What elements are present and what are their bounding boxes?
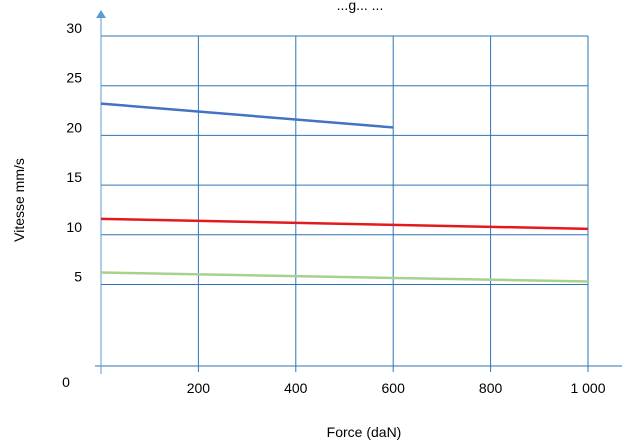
x-tick-label-200: 200 [187, 380, 211, 396]
y-axis-title: Vitesse mm/s [11, 158, 27, 242]
chart-title: ...g... ... [337, 0, 384, 13]
y-tick-label-15: 15 [66, 169, 82, 185]
series-line-2 [100, 217, 589, 231]
x-tick-label-600: 600 [382, 380, 406, 396]
y-axis-arrowhead [96, 10, 106, 18]
y-tick-label-25: 25 [66, 70, 82, 86]
y-tick-label-5: 5 [74, 268, 82, 284]
series-line-1 [100, 102, 394, 129]
y-tick-label-10: 10 [66, 219, 82, 235]
y-tick-label-20: 20 [66, 119, 82, 135]
series-line-3 [100, 271, 589, 283]
series-lines [100, 102, 589, 283]
x-axis-title: Force (daN) [327, 424, 402, 440]
grid-lines [95, 18, 622, 374]
x-tick-labels: 200 400 600 800 1 000 [187, 380, 606, 396]
origin-label: 0 [62, 374, 70, 390]
x-tick-label-800: 800 [479, 380, 503, 396]
y-tick-labels: 5 10 15 20 25 30 [66, 20, 82, 284]
x-tick-label-1000: 1 000 [570, 380, 605, 396]
x-tick-label-400: 400 [284, 380, 308, 396]
y-tick-label-30: 30 [66, 20, 82, 36]
